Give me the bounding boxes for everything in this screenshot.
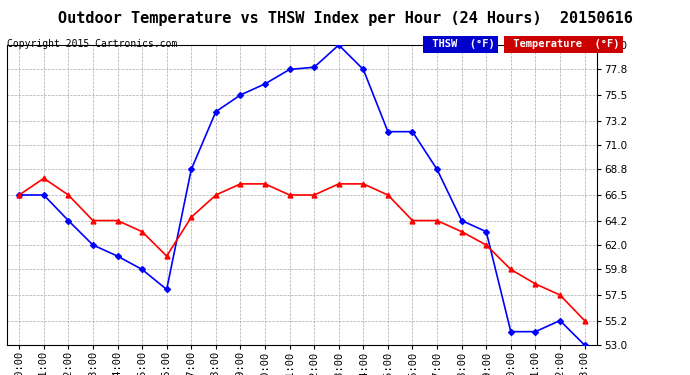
Text: THSW  (°F): THSW (°F) xyxy=(426,39,495,50)
Text: Outdoor Temperature vs THSW Index per Hour (24 Hours)  20150616: Outdoor Temperature vs THSW Index per Ho… xyxy=(57,11,633,26)
Text: Copyright 2015 Cartronics.com: Copyright 2015 Cartronics.com xyxy=(7,39,177,50)
Text: Temperature  (°F): Temperature (°F) xyxy=(507,39,620,50)
